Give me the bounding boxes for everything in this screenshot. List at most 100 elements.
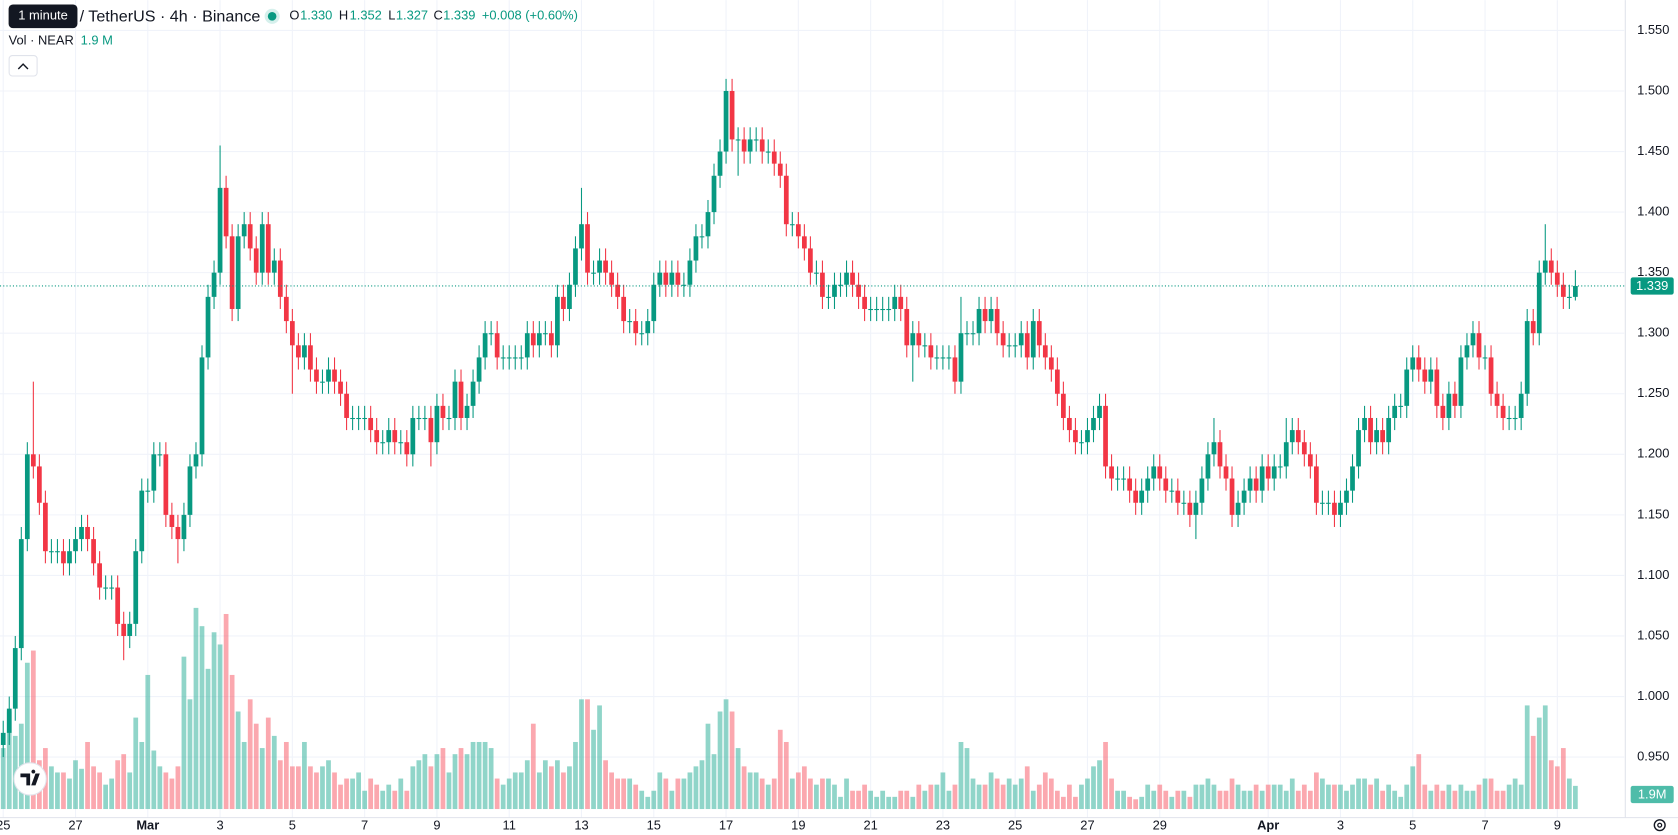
collapse-button[interactable] [8, 55, 38, 77]
settings-icon[interactable] [1653, 819, 1666, 832]
volume-bar [1554, 766, 1560, 810]
candle-body [850, 272, 855, 285]
candle-body [964, 333, 970, 335]
volume-bar [536, 772, 542, 810]
candle-body [627, 321, 633, 323]
candle-body [85, 526, 90, 540]
volume-bar [422, 754, 428, 810]
x-tick-label: 25 [1008, 818, 1022, 833]
candle-body [1036, 321, 1042, 346]
ohlc-key: H [339, 8, 348, 23]
candle-body [886, 308, 892, 311]
candle-body [109, 587, 115, 589]
candle-body [229, 236, 235, 309]
candle-body [410, 417, 416, 455]
volume-bar [633, 784, 639, 810]
volume-bar [169, 778, 175, 810]
candle-body [783, 175, 789, 225]
volume-bar [30, 650, 36, 810]
volume-bar [1048, 778, 1054, 810]
volume-bar [820, 778, 825, 810]
volume-bar [964, 748, 970, 810]
x-tick-label: 27 [68, 818, 82, 833]
candle-body [1536, 272, 1542, 334]
y-tick-label: 1.400 [1637, 203, 1669, 218]
candle-body [1109, 466, 1114, 479]
volume-bar [1344, 790, 1349, 810]
volume-bar [1440, 790, 1446, 810]
candle-body [1247, 478, 1253, 491]
volume-bar [296, 766, 301, 810]
candle-body [542, 333, 548, 335]
volume-bar [247, 699, 253, 810]
candle-body [1566, 296, 1572, 298]
volume-bar [1073, 796, 1078, 810]
volume-bar [958, 741, 964, 810]
candle-body [350, 417, 355, 420]
candle-body [1277, 466, 1283, 468]
volume-bar [1295, 790, 1301, 810]
candle-body [326, 369, 331, 382]
volume-bar [271, 735, 277, 810]
x-tick-label: 15 [647, 818, 661, 833]
volume-bar [735, 748, 741, 810]
volume-bar [723, 699, 729, 810]
volume-bar [115, 760, 121, 810]
volume-bar [1205, 778, 1211, 810]
volume-bar [814, 784, 819, 810]
candle-body [356, 417, 361, 420]
candle-body [530, 333, 536, 346]
volume-bar [1235, 784, 1241, 810]
volume-bar [277, 760, 283, 810]
volume-bar [615, 778, 620, 810]
volume-bar [609, 772, 614, 810]
volume-bar [0, 748, 6, 810]
candle-body [428, 417, 434, 443]
volume-bar [934, 784, 940, 810]
candle-body [1061, 393, 1066, 418]
candle-body [1452, 393, 1458, 406]
candle-body [1307, 454, 1313, 467]
volume-bar [428, 766, 434, 810]
y-tick-label: 1.150 [1637, 506, 1669, 521]
ohlc-value: 1.327 [396, 8, 428, 23]
volume-bar [952, 784, 958, 810]
symbol[interactable]: / TetherUS · 4h · Binance [80, 8, 261, 26]
candle-body [247, 224, 253, 249]
candle-body [211, 272, 217, 297]
volume-bar [886, 796, 892, 810]
volume-bar [1259, 790, 1265, 810]
candle-body [747, 139, 753, 152]
candle-body [759, 139, 765, 152]
volume-title[interactable]: Vol · NEAR [9, 32, 74, 47]
candle-body [1301, 442, 1307, 455]
volume-bar [1380, 790, 1385, 810]
candle-body [1048, 357, 1054, 370]
volume-bar [404, 790, 410, 810]
volume-bar [711, 754, 717, 810]
candle-body [922, 345, 928, 347]
candle-body [1548, 260, 1554, 273]
candle-body [157, 454, 163, 456]
candle-body [12, 648, 18, 709]
x-tick-label: 5 [289, 818, 296, 833]
candle-body [434, 405, 440, 443]
volume-bar [1061, 796, 1066, 810]
x-tick-label: 21 [863, 818, 877, 833]
candle-body [1506, 417, 1512, 420]
candle-body [735, 139, 741, 141]
volume-bar [193, 607, 199, 810]
tv-logo[interactable] [13, 762, 47, 796]
candle-body [1127, 478, 1133, 491]
candle-body [1470, 333, 1476, 346]
candle-body [1193, 502, 1199, 515]
volume-bar [265, 717, 271, 810]
volume-bar [976, 784, 982, 810]
candle-body [1338, 502, 1343, 515]
volume-bar [434, 754, 440, 810]
candle-body [1410, 357, 1416, 370]
volume-bar [139, 741, 145, 810]
volume-bar [392, 790, 398, 810]
volume-bar [368, 778, 374, 810]
volume-bar [621, 778, 627, 810]
